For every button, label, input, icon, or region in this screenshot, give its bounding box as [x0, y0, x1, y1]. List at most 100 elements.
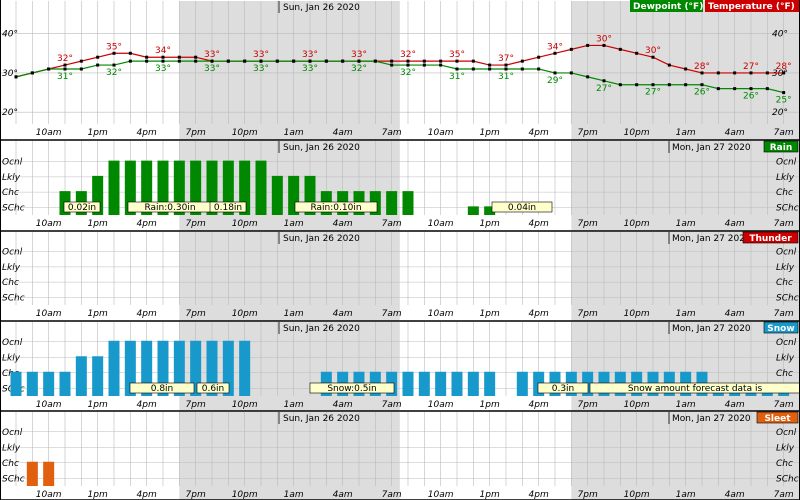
- likelihood-label: Lkly: [776, 173, 795, 183]
- dewpoint-point: [259, 59, 263, 63]
- x-tick-label: 1pm: [88, 400, 108, 410]
- snow-bar: [26, 371, 38, 396]
- dewpoint-point: [684, 83, 688, 87]
- legend-label-temperature: Temperature (°F): [708, 2, 795, 12]
- x-tick-label: 7am: [382, 128, 402, 138]
- snow-bar: [402, 371, 414, 396]
- x-tick-label: 7am: [774, 490, 794, 500]
- x-tick-label: 10am: [428, 219, 454, 229]
- day-label: Mon, Jan 27 2020: [672, 143, 751, 153]
- temperature-point: [520, 59, 524, 63]
- temperature-point: [733, 71, 737, 75]
- x-tick-label: 7pm: [186, 309, 206, 319]
- y-tick-label: 30°: [2, 69, 18, 79]
- dewpoint-point: [520, 67, 524, 71]
- temperature-point: [667, 63, 671, 67]
- likelihood-label: Ocnl: [776, 428, 797, 438]
- panel-title-badge: [756, 411, 799, 424]
- x-tick-label: 10am: [428, 128, 454, 138]
- x-tick-label: 4am: [333, 400, 353, 410]
- snow-bar: [484, 371, 496, 396]
- temperature-point: [128, 51, 132, 55]
- rain-bar: [467, 206, 479, 215]
- night-shade: [179, 1, 400, 140]
- x-tick-label: 4am: [333, 128, 353, 138]
- x-tick-label: 4pm: [137, 490, 157, 500]
- x-tick-label: 7pm: [578, 128, 598, 138]
- x-tick-label: 10pm: [624, 400, 650, 410]
- x-tick-label: 10am: [36, 400, 62, 410]
- likelihood-label: Lkly: [2, 443, 21, 453]
- x-tick-label: 1pm: [88, 219, 108, 229]
- likelihood-label: Ocnl: [776, 338, 797, 348]
- x-tick-label: 7am: [382, 309, 402, 319]
- x-tick-label: 7pm: [578, 219, 598, 229]
- dewpoint-point: [488, 67, 492, 71]
- x-tick-label: 10pm: [232, 490, 258, 500]
- y-tick-label: 40°: [2, 30, 18, 40]
- amount-summary-box: [491, 201, 553, 213]
- dewpoint-point: [765, 87, 769, 91]
- rain-bar: [484, 206, 496, 215]
- dewpoint-value-label: 33°: [155, 64, 171, 74]
- amount-summary-box: [209, 201, 247, 213]
- amount-summary-label: 0.02in: [68, 203, 96, 213]
- x-tick-label: 7pm: [186, 400, 206, 410]
- temperature-value-label: 33°: [253, 50, 269, 60]
- amount-summary-label: 0.6in: [202, 384, 225, 394]
- day-label: Sun, Jan 26 2020: [283, 143, 360, 153]
- x-tick-label: 1am: [284, 128, 304, 138]
- temperature-point: [716, 71, 720, 75]
- x-tick-label: 10pm: [232, 128, 258, 138]
- temperature-point: [651, 55, 655, 59]
- temperature-value-label: 35°: [449, 50, 465, 60]
- temperature-point: [504, 63, 508, 67]
- likelihood-label: Ocnl: [776, 248, 797, 258]
- temperature-point: [586, 43, 590, 47]
- temperature-point: [749, 71, 753, 75]
- temperature-value-label: 28°: [694, 62, 710, 72]
- dewpoint-point: [30, 71, 34, 75]
- dewpoint-point: [79, 67, 83, 71]
- temperature-point: [177, 55, 181, 59]
- dewpoint-point: [602, 79, 606, 83]
- panel-title-badge: [763, 140, 799, 153]
- dewpoint-point: [439, 63, 443, 67]
- x-tick-label: 1am: [284, 400, 304, 410]
- dewpoint-value-label: 33°: [204, 64, 220, 74]
- dewpoint-point: [112, 63, 116, 67]
- panel-title: Rain: [770, 143, 793, 153]
- x-tick-label: 7pm: [186, 219, 206, 229]
- likelihood-label: SChc: [776, 203, 799, 213]
- x-tick-label: 1pm: [480, 309, 500, 319]
- day-label: Sun, Jan 26 2020: [283, 324, 360, 334]
- temperature-point: [161, 55, 165, 59]
- x-tick-label: 10am: [428, 309, 454, 319]
- y-tick-label: 30°: [772, 69, 788, 79]
- x-tick-label: 7pm: [186, 490, 206, 500]
- temperature-point: [635, 51, 639, 55]
- dewpoint-line: [15, 60, 784, 94]
- dewpoint-value-label: 31°: [498, 72, 514, 82]
- dewpoint-point: [308, 59, 312, 63]
- dewpoint-point: [63, 67, 67, 71]
- x-tick-label: 4am: [333, 219, 353, 229]
- rain-bar: [222, 160, 234, 215]
- snow-bar: [239, 340, 251, 396]
- legend-swatch-dewpoint: [630, 0, 703, 12]
- temperature-point: [618, 47, 622, 51]
- likelihood-label: Lkly: [2, 353, 21, 363]
- snow-bar: [141, 340, 153, 396]
- dewpoint-point: [357, 59, 361, 63]
- dewpoint-point: [537, 67, 541, 71]
- rain-bar: [304, 175, 316, 215]
- dewpoint-value-label: 27°: [596, 84, 612, 94]
- temperature-value-label: 33°: [204, 50, 220, 60]
- x-tick-label: 1pm: [480, 219, 500, 229]
- dewpoint-point: [275, 59, 279, 63]
- likelihood-label: Chc: [776, 278, 793, 288]
- dewpoint-point: [569, 71, 573, 75]
- x-tick-label: 10am: [36, 128, 62, 138]
- dewpoint-point: [177, 59, 181, 63]
- x-tick-label: 4pm: [137, 128, 157, 138]
